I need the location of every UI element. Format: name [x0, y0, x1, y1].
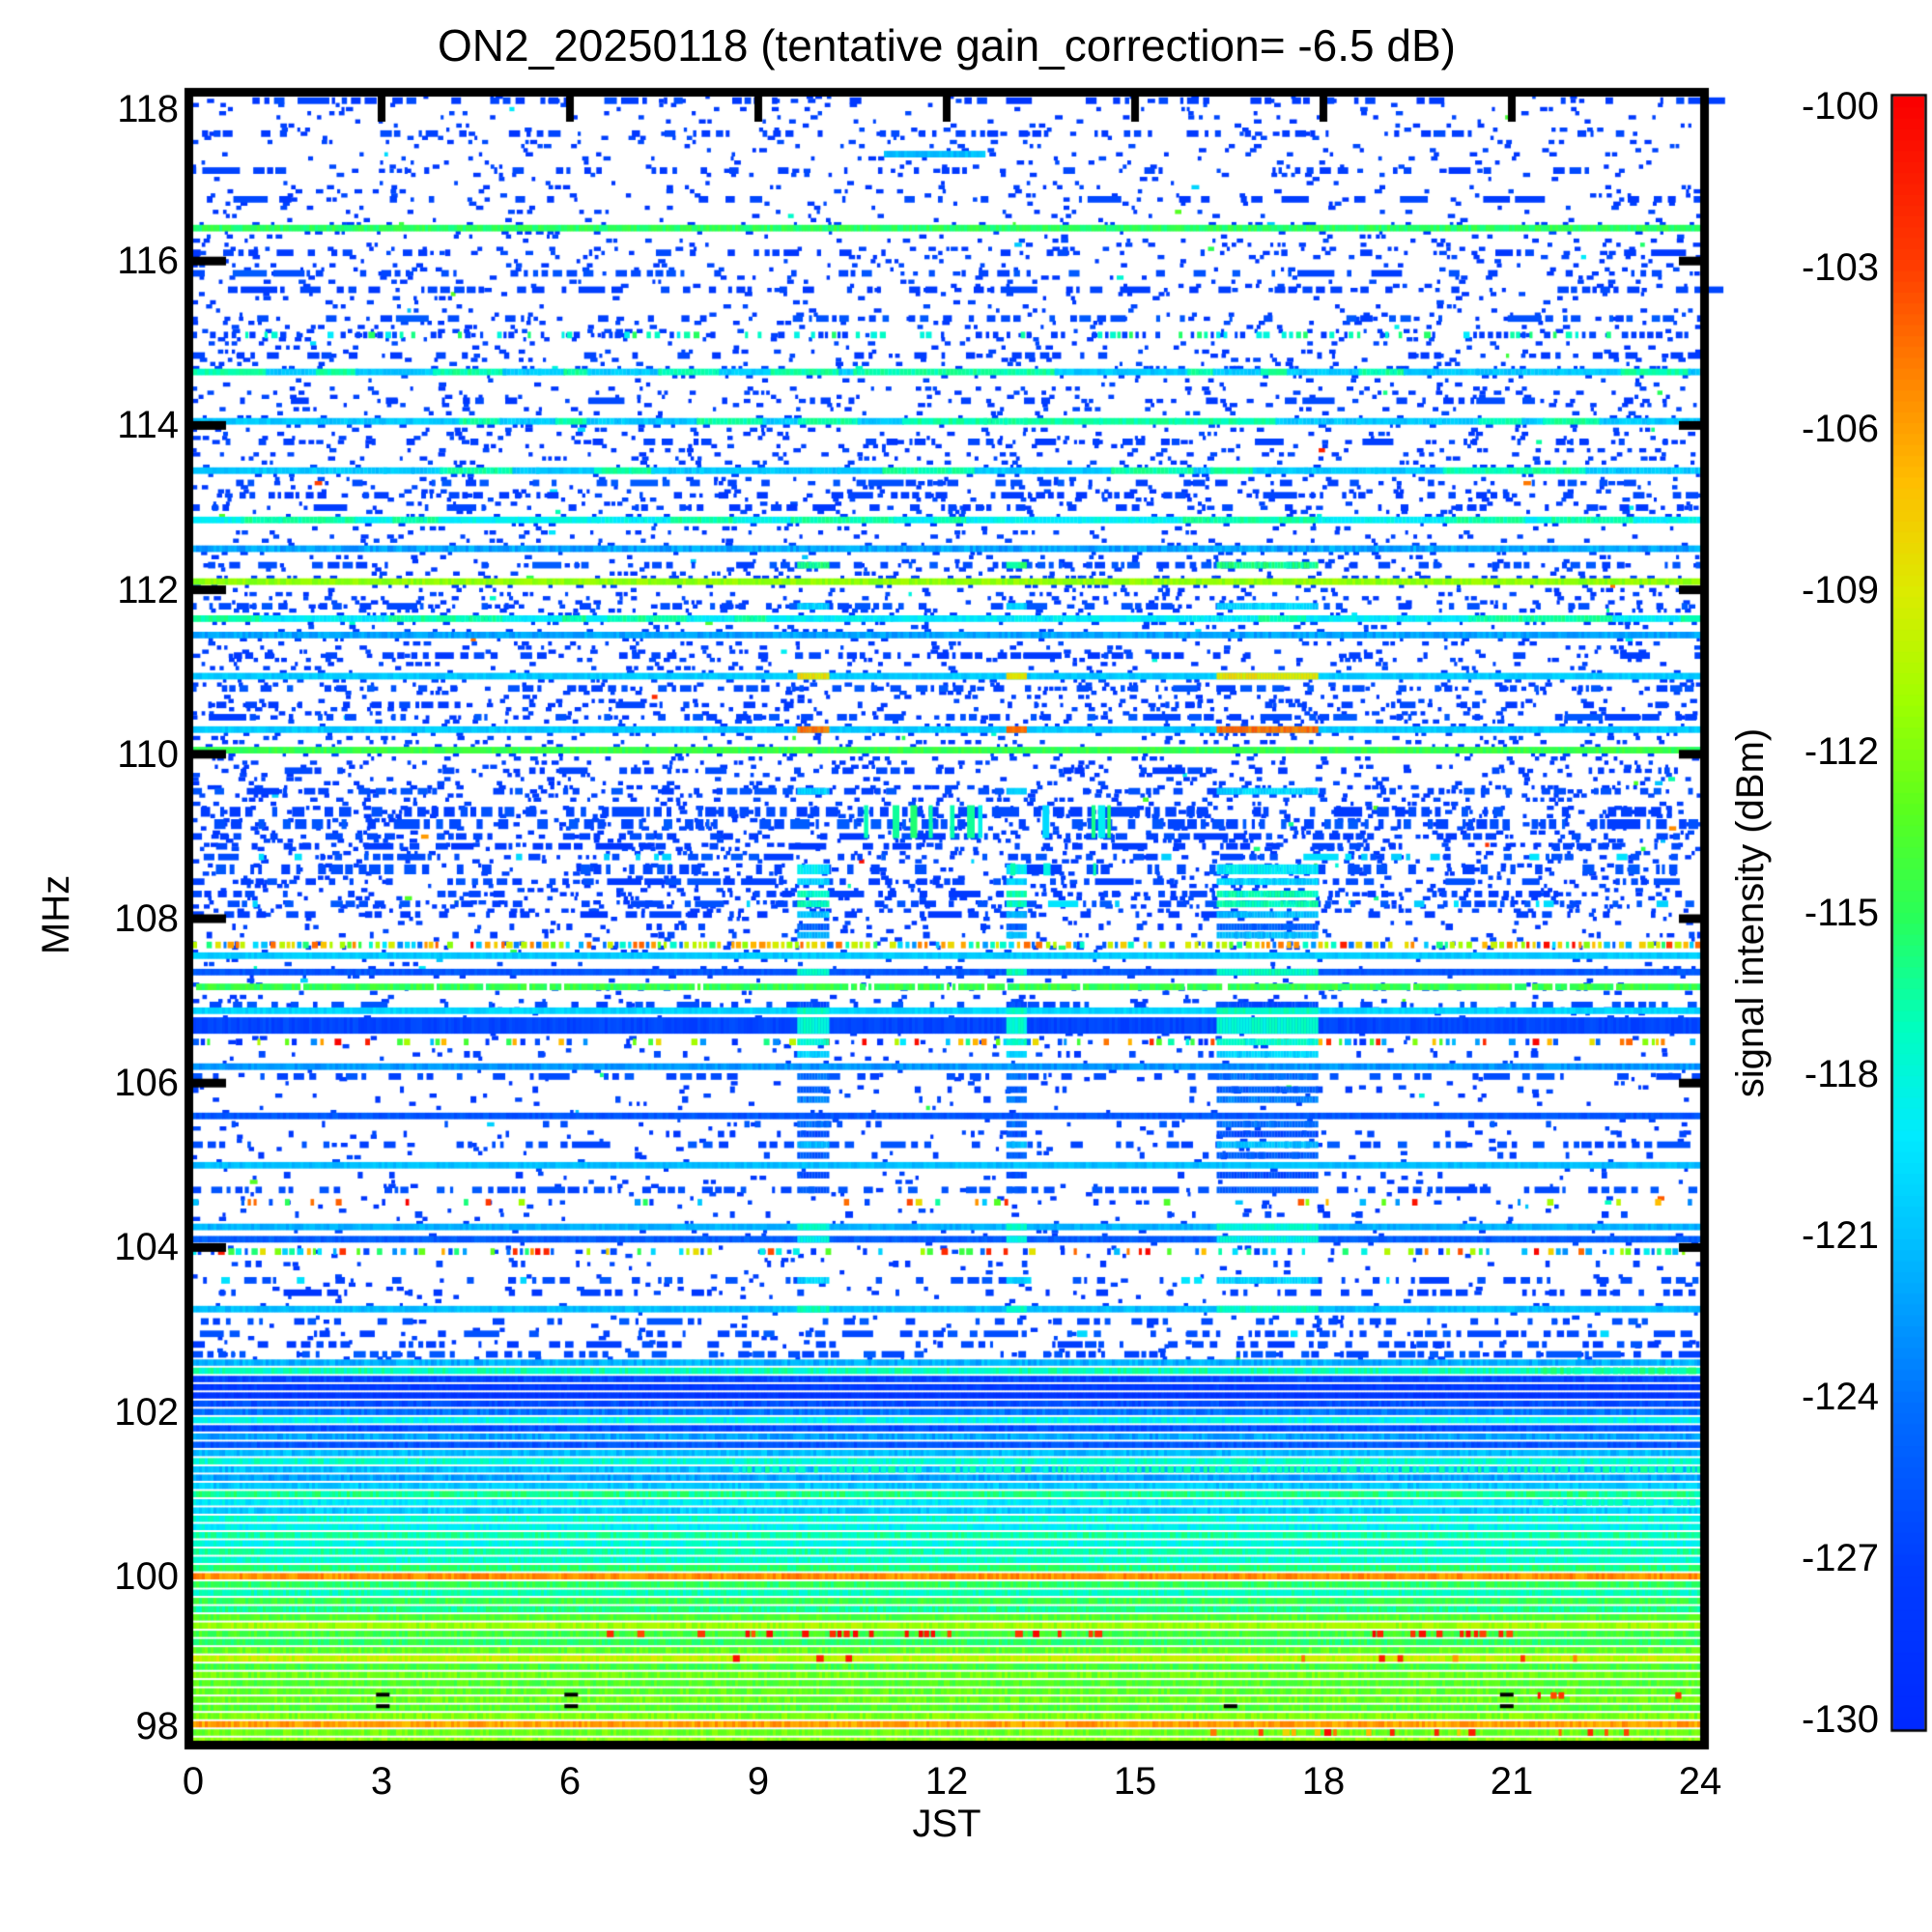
y-tick-label: 112 — [117, 568, 179, 611]
x-tick-label: 18 — [1301, 1760, 1346, 1803]
y-tick-label: 102 — [114, 1390, 179, 1434]
chart-title: ON2_20250118 (tentative gain_correction=… — [438, 20, 1456, 71]
y-tick-label: 118 — [117, 88, 179, 130]
y-tick-label: 110 — [117, 732, 179, 776]
y-tick-label: 98 — [135, 1705, 180, 1747]
y-tick-label: 114 — [117, 404, 179, 447]
y-tick-label: 104 — [114, 1226, 179, 1269]
colorbar-tick-label: -121 — [1801, 1214, 1879, 1257]
y-tick-label: 108 — [114, 897, 179, 940]
colorbar-tick-label: -130 — [1801, 1698, 1879, 1741]
x-tick-label: 15 — [1113, 1760, 1157, 1803]
x-tick-label: 24 — [1678, 1760, 1722, 1803]
y-tick-label: 106 — [114, 1062, 179, 1105]
x-tick-label: 6 — [558, 1760, 582, 1803]
colorbar-tick-label: -109 — [1801, 569, 1879, 611]
colorbar-tick-label: -112 — [1804, 730, 1879, 773]
colorbar-tick-label: -106 — [1801, 408, 1879, 450]
x-tick-label: 0 — [182, 1760, 205, 1803]
colorbar-tick-label: -127 — [1801, 1537, 1879, 1579]
colorbar-tick-label: -124 — [1801, 1376, 1879, 1418]
x-tick-label: 12 — [924, 1760, 969, 1803]
y-tick-label: 100 — [114, 1554, 179, 1598]
x-axis-label: JST — [912, 1803, 981, 1845]
colorbar-tick-label: -103 — [1801, 246, 1879, 289]
x-tick-label: 21 — [1490, 1760, 1534, 1803]
colorbar-tick-label: -115 — [1804, 892, 1879, 934]
x-tick-label: 3 — [370, 1760, 393, 1803]
y-tick-label: 116 — [117, 240, 179, 283]
colorbar-tick-label: -118 — [1804, 1053, 1879, 1095]
x-tick-label: 9 — [747, 1760, 770, 1803]
colorbar-tick-label: -100 — [1801, 85, 1879, 128]
